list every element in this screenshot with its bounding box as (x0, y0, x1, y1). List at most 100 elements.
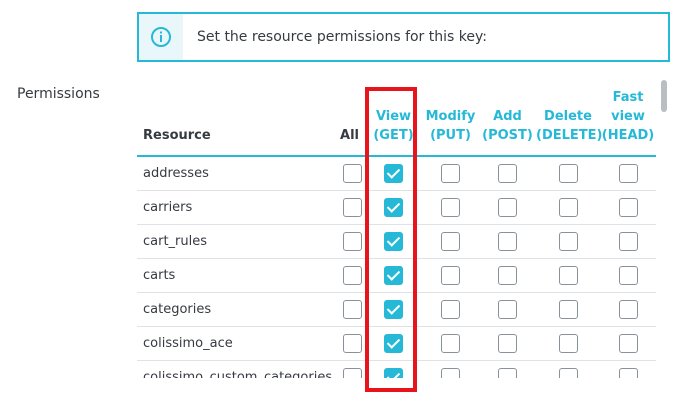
permission-cell-delete (536, 360, 600, 378)
checkbox-head-colissimo-ace[interactable] (618, 334, 638, 353)
checkbox-post-carriers[interactable] (498, 198, 517, 217)
permission-cell-all (337, 224, 365, 259)
checkbox-get-colissimo-ace[interactable] (384, 334, 403, 353)
checkbox-post-categories[interactable] (498, 300, 517, 319)
permission-cell-head (600, 190, 656, 225)
checkbox-all-categories[interactable] (343, 300, 362, 319)
permission-cell-post (479, 258, 536, 293)
column-header-resource: Resource (137, 78, 337, 157)
alert-message: Set the resource permissions for this ke… (183, 14, 668, 60)
permission-cell-get (365, 190, 422, 225)
checkbox-get-categories[interactable] (384, 300, 403, 319)
checkbox-head-carts[interactable] (618, 266, 638, 285)
checkbox-head-carriers[interactable] (618, 198, 638, 217)
checkbox-delete-carriers[interactable] (558, 198, 578, 217)
checkbox-all-addresses[interactable] (343, 164, 362, 183)
column-header-fast-view-head[interactable]: Fast view (HEAD) (600, 78, 656, 157)
table-header-row: Resource All View (GET) Modify (PUT) Add… (137, 78, 656, 157)
permission-cell-post (479, 190, 536, 225)
permission-cell-put (422, 258, 479, 293)
permission-cell-head (600, 258, 656, 293)
permission-cell-post (479, 156, 536, 191)
checkbox-put-carriers[interactable] (441, 198, 460, 217)
checkbox-put-cart-rules[interactable] (441, 232, 460, 251)
resource-name: addresses (137, 156, 337, 191)
checkbox-all-colissimo-ace[interactable] (343, 334, 362, 353)
checkbox-head-categories[interactable] (618, 300, 638, 319)
checkbox-put-categories[interactable] (441, 300, 460, 319)
resource-name: cart_rules (137, 224, 337, 259)
column-header-view-get[interactable]: View (GET) (365, 78, 422, 157)
column-header-add-post[interactable]: Add (POST) (479, 78, 536, 157)
checkbox-all-colissimo-custom-categories[interactable] (343, 368, 362, 378)
permission-cell-head (600, 224, 656, 259)
permission-cell-put (422, 360, 479, 378)
permission-cell-get (365, 156, 422, 191)
column-header-delete[interactable]: Delete (DELETE) (536, 78, 602, 157)
permission-cell-put (422, 292, 479, 327)
checkbox-post-colissimo-custom-categories[interactable] (498, 368, 517, 378)
resource-name: carriers (137, 190, 337, 225)
checkbox-all-carts[interactable] (343, 266, 362, 285)
permissions-table-body: addresses carriers cart_rules carts categori… (137, 156, 656, 378)
column-header-all[interactable]: All (337, 78, 365, 157)
resource-name: colissimo_ace (137, 326, 337, 361)
permission-cell-head (600, 292, 656, 327)
checkbox-get-addresses[interactable] (384, 164, 403, 183)
checkbox-put-colissimo-ace[interactable] (441, 334, 460, 353)
checkbox-get-carriers[interactable] (384, 198, 403, 217)
checkbox-put-carts[interactable] (441, 266, 460, 285)
checkbox-all-cart-rules[interactable] (343, 232, 362, 251)
checkbox-delete-colissimo-custom-categories[interactable] (558, 368, 578, 378)
checkbox-put-colissimo-custom-categories[interactable] (441, 368, 460, 378)
checkbox-put-addresses[interactable] (441, 164, 460, 183)
permission-cell-get (365, 224, 422, 259)
permission-cell-delete (536, 258, 600, 293)
checkbox-get-carts[interactable] (384, 266, 403, 285)
info-circle-icon (151, 27, 171, 47)
table-row: colissimo_custom_categories (137, 360, 656, 378)
permission-cell-head (600, 360, 656, 378)
permission-cell-all (337, 360, 365, 378)
permission-cell-all (337, 190, 365, 225)
checkbox-delete-cart-rules[interactable] (558, 232, 578, 251)
scrollbar-thumb[interactable] (661, 80, 667, 112)
checkbox-head-cart-rules[interactable] (618, 232, 638, 251)
table-row: carriers (137, 190, 656, 225)
permissions-label: Permissions (17, 86, 100, 102)
permission-cell-get (365, 258, 422, 293)
permission-cell-delete (536, 190, 600, 225)
checkbox-delete-carts[interactable] (558, 266, 578, 285)
checkbox-delete-colissimo-ace[interactable] (558, 334, 578, 353)
permission-cell-put (422, 326, 479, 361)
checkbox-all-carriers[interactable] (343, 198, 362, 217)
permissions-table-container[interactable]: Resource All View (GET) Modify (PUT) Add… (137, 78, 658, 378)
table-row: carts (137, 258, 656, 293)
permission-cell-put (422, 224, 479, 259)
permission-cell-post (479, 360, 536, 378)
table-row: addresses (137, 156, 656, 191)
table-scrollbar[interactable] (660, 78, 668, 378)
checkbox-head-addresses[interactable] (618, 164, 638, 183)
column-header-modify-put[interactable]: Modify (PUT) (422, 78, 479, 157)
checkbox-delete-categories[interactable] (558, 300, 578, 319)
checkbox-post-carts[interactable] (498, 266, 517, 285)
checkbox-head-colissimo-custom-categories[interactable] (618, 368, 638, 378)
checkbox-post-colissimo-ace[interactable] (498, 334, 517, 353)
permission-cell-post (479, 292, 536, 327)
permission-cell-all (337, 292, 365, 327)
table-row: colissimo_ace (137, 326, 656, 361)
permission-cell-put (422, 190, 479, 225)
checkbox-post-cart-rules[interactable] (498, 232, 517, 251)
checkbox-post-addresses[interactable] (498, 164, 517, 183)
permission-cell-all (337, 156, 365, 191)
permission-cell-delete (536, 326, 600, 361)
permission-cell-get (365, 360, 422, 378)
checkbox-get-colissimo-custom-categories[interactable] (384, 368, 403, 378)
checkbox-get-cart-rules[interactable] (384, 232, 403, 251)
permission-cell-get (365, 326, 422, 361)
permission-cell-delete (536, 224, 600, 259)
resource-name: colissimo_custom_categories (137, 360, 337, 378)
info-alert: Set the resource permissions for this ke… (137, 12, 670, 62)
checkbox-delete-addresses[interactable] (558, 164, 578, 183)
